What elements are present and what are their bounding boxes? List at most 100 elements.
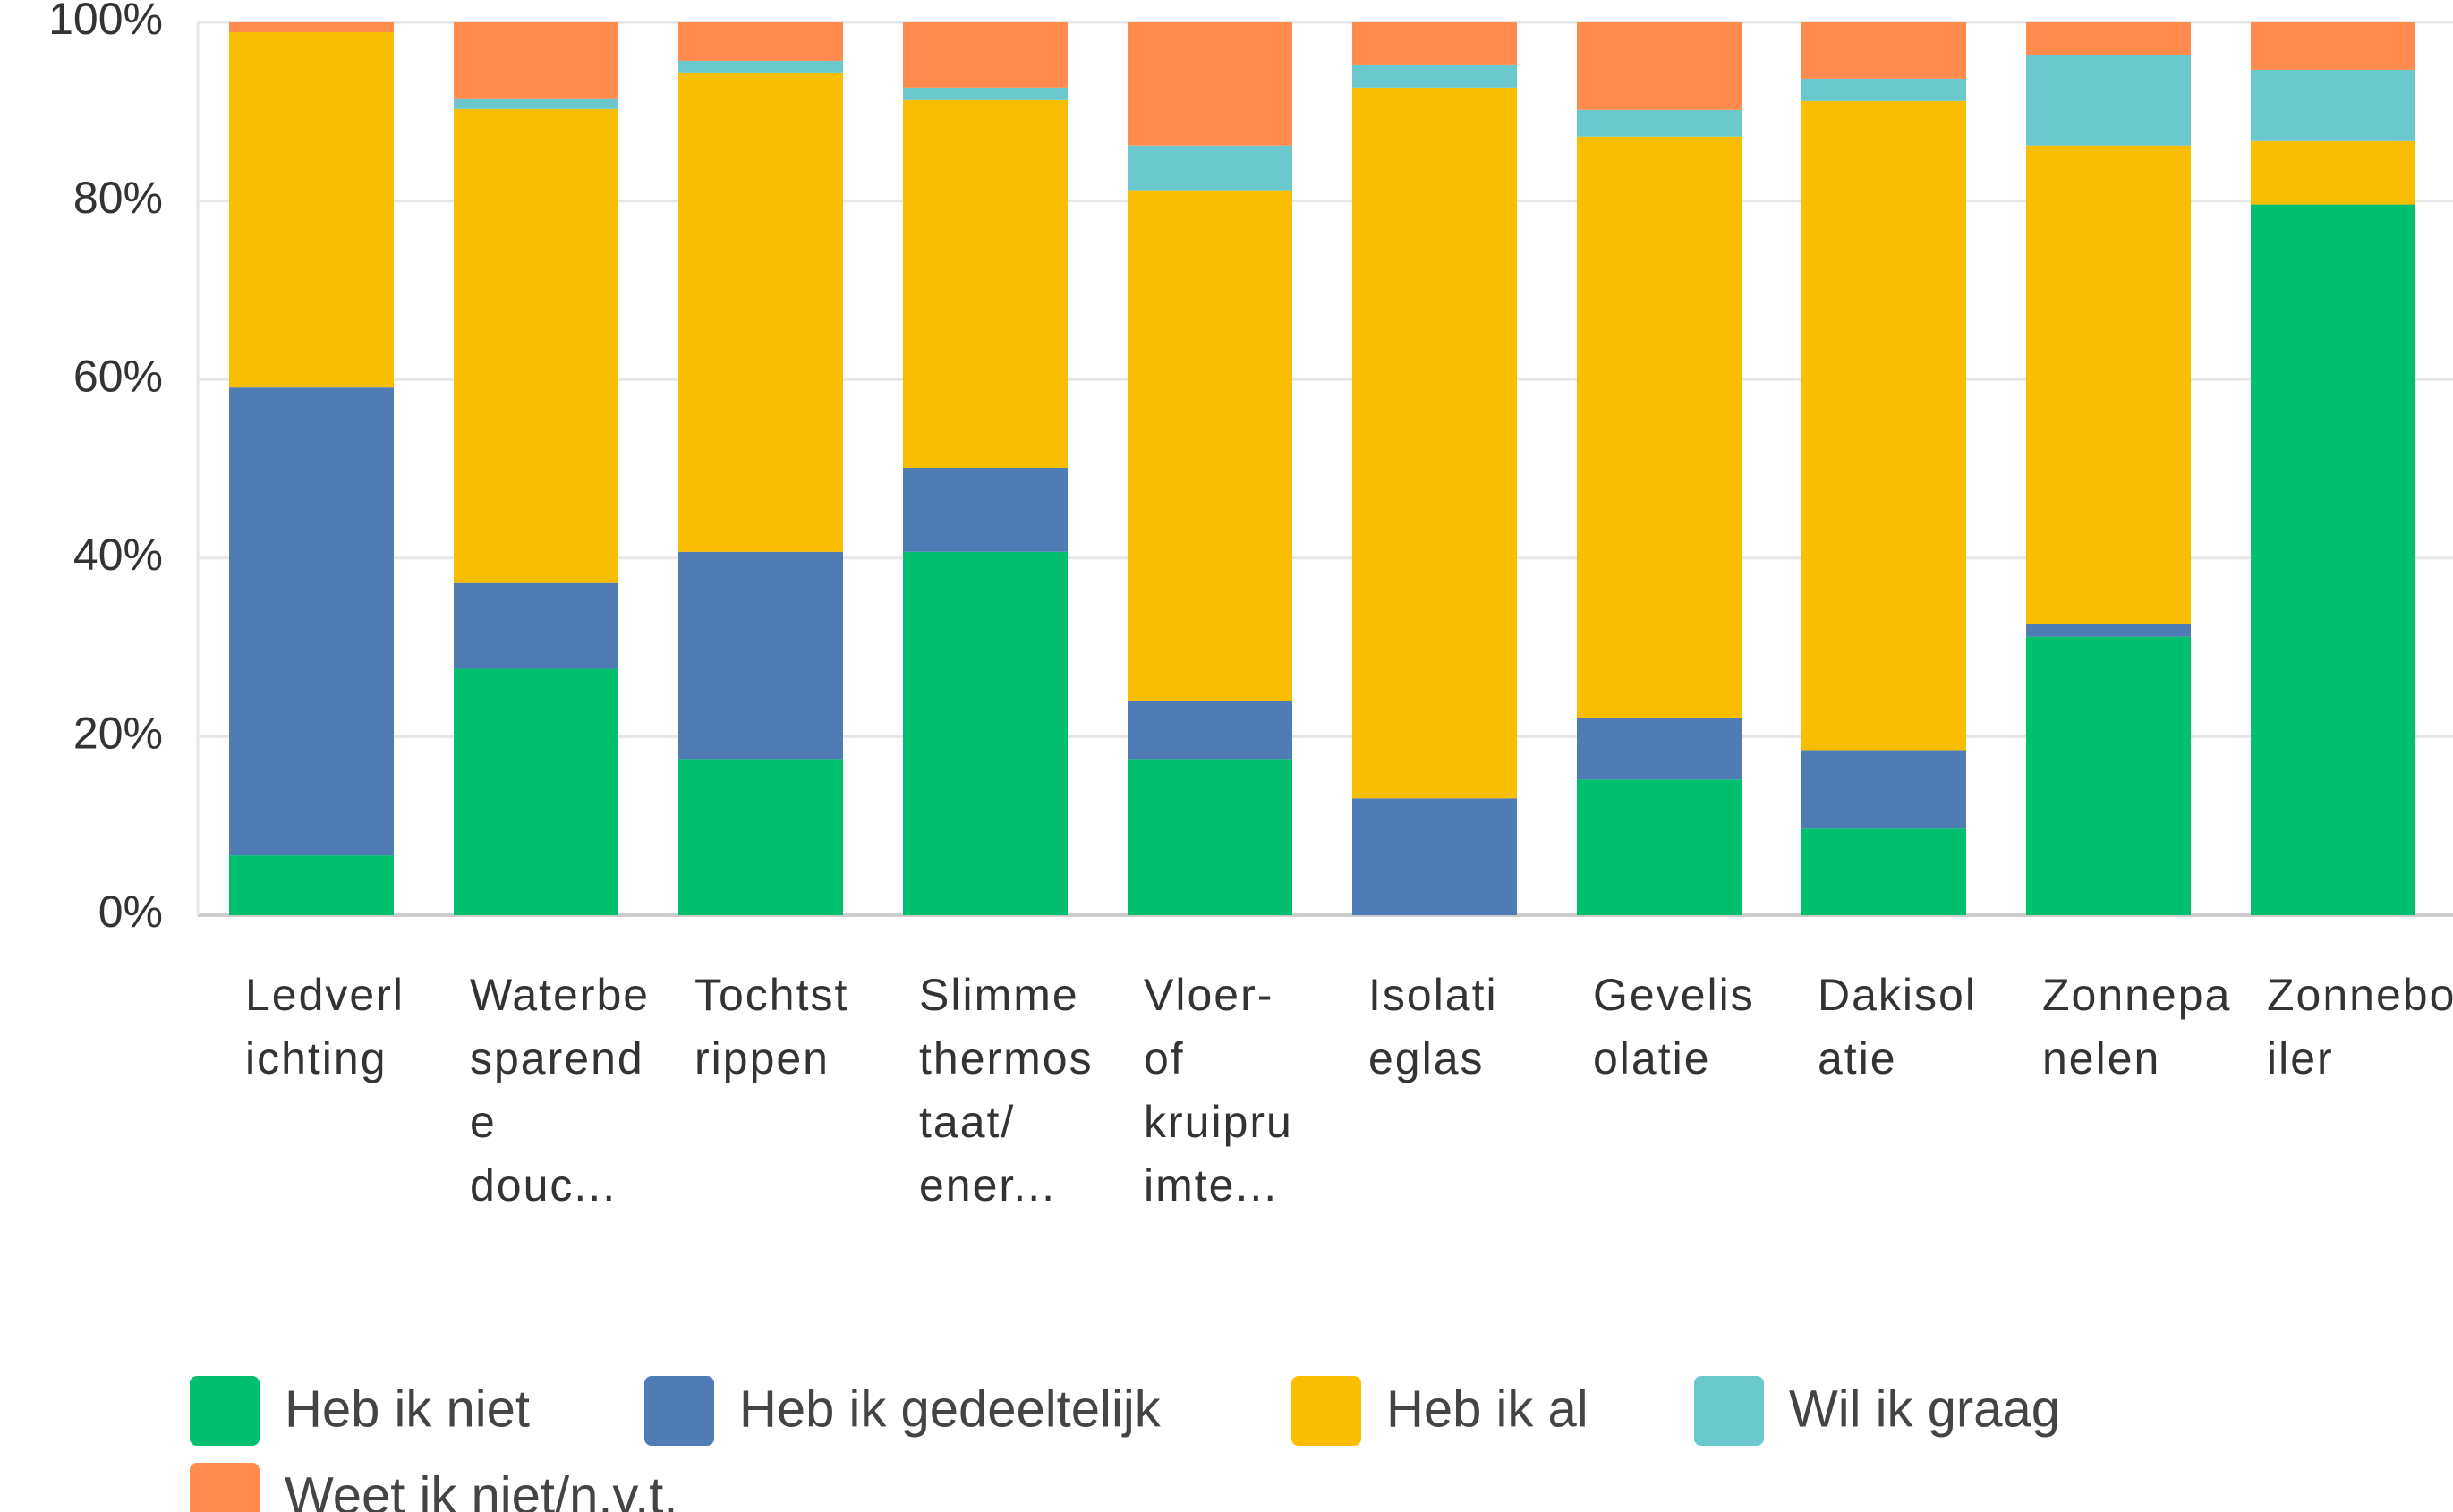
legend-swatch [644,1376,714,1446]
bar-segment [903,99,1068,469]
bar-segment [1801,750,1966,829]
x-tick-label-line: eglas [1368,1033,1485,1083]
x-tick-label-line: Waterbe [470,970,650,1020]
bar-segment [1128,759,1292,915]
x-tick-label-line: of [1144,1033,1185,1083]
x-tick-label-line: Ledverl [245,970,405,1020]
bar-segment [678,22,843,61]
bar-segment [1577,22,1742,110]
bar-segment [229,387,394,856]
x-tick-label-line: olatie [1593,1033,1711,1083]
bar-segment [1352,22,1517,65]
x-tick-label-line: rippen [694,1033,830,1083]
x-tick-label: Zonnebo iler [2267,970,2453,1083]
bar-segment [454,668,618,915]
bar-segment [229,22,394,32]
legend-swatch [1694,1376,1764,1446]
y-tick-label: 20% [73,709,163,759]
x-tick-label-line: atie [1818,1033,1897,1083]
bar-segment [678,72,843,552]
bar-segment [454,582,618,669]
x-tick-label: Vloer-of kruipru imte... [1144,970,1293,1210]
bar-segment [1801,828,1966,915]
x-tick-label: Slimme thermos taat/ener... [919,970,1094,1210]
bar-segment [454,98,618,109]
x-tick-label-line: nelen [2042,1033,2160,1083]
bar-segment [903,87,1068,100]
x-tick-label-line: imte... [1144,1160,1278,1210]
x-tick-label-line: Dakisol [1818,970,1977,1020]
x-tick-label: Dakisol atie [1818,970,1977,1083]
bar-segment [2251,204,2415,916]
x-tick-label: Ledverl ichting [245,970,405,1083]
x-tick-label-line: sparend [470,1033,644,1083]
x-tick-label-line: Tochtst [694,970,848,1020]
legend-swatch [190,1463,260,1512]
bar-segment [1577,779,1742,915]
x-tick-label: Waterbe sparend e douc... [470,970,650,1210]
bar-segment [903,551,1068,915]
x-tick-label-line: ener... [919,1160,1056,1210]
x-tick-label: Isolati eglas [1368,970,1498,1083]
bar-segment [1801,100,1966,751]
bar-segment [229,31,394,388]
legend-label: Heb ik al [1386,1380,1588,1438]
x-tick-label: Zonnepa nelen [2042,970,2231,1083]
bar-segment [1352,798,1517,915]
y-tick-label: 0% [98,887,163,937]
x-tick-label-line: Slimme [919,970,1079,1020]
y-tick-label: 40% [73,530,163,580]
x-tick-label-line: ichting [245,1033,388,1083]
bar-segment [229,855,394,915]
y-tick-label: 60% [73,351,163,401]
bar-segment [1128,190,1292,701]
bar-segment [2026,22,2191,55]
bar-segment [2026,636,2191,915]
legend-swatch [190,1376,260,1446]
x-tick-label: Gevelis olatie [1593,970,1755,1083]
bar-segment [1577,718,1742,780]
y-tick-label: 100% [48,0,163,44]
bar-segment [1352,64,1517,88]
x-tick-label-line: kruipru [1144,1097,1293,1147]
x-tick-label-line: thermos [919,1033,1094,1083]
x-tick-label: Tochtst rippen [694,970,848,1083]
x-tick-label-line: e [470,1097,497,1147]
bar-segment [2251,22,2415,70]
bar-segment [2026,55,2191,146]
legend-label: Wil ik graag [1789,1380,2060,1438]
bar-segment [903,468,1068,552]
bar-segment [678,759,843,915]
y-tick-label: 80% [73,173,163,223]
bar-segment [2026,145,2191,624]
bar-segment [678,551,843,760]
x-tick-label-line: iler [2267,1033,2334,1083]
bar-segment [1577,109,1742,137]
legend-label: Heb ik niet [285,1380,530,1438]
bar-segment [454,22,618,99]
bar-segment [1352,87,1517,799]
bar-segment [454,108,618,583]
x-tick-label-line: Isolati [1368,970,1498,1020]
bar-segment [1801,22,1966,79]
x-tick-label-line: Vloer- [1144,970,1273,1020]
legend-label: Weet ik niet/n.v.t. [285,1466,677,1512]
bar-segment [1577,136,1742,718]
bar-segment [1128,701,1292,760]
legend-swatch [1291,1376,1361,1446]
x-tick-label-line: Zonnepa [2042,970,2231,1020]
bar-segment [2251,69,2415,141]
bar-segment [1128,22,1292,146]
legend-label: Heb ik gedeeltelijk [739,1380,1162,1438]
bar-segment [1128,145,1292,191]
bar-segment [2026,624,2191,637]
x-tick-label-line: Zonnebo [2267,970,2453,1020]
bar-segment [2251,140,2415,205]
x-tick-label-line: Gevelis [1593,970,1755,1020]
bar-segment [678,60,843,73]
bar-segment [903,22,1068,88]
x-tick-label-line: taat/ [919,1097,1015,1147]
bar-segment [1801,78,1966,101]
